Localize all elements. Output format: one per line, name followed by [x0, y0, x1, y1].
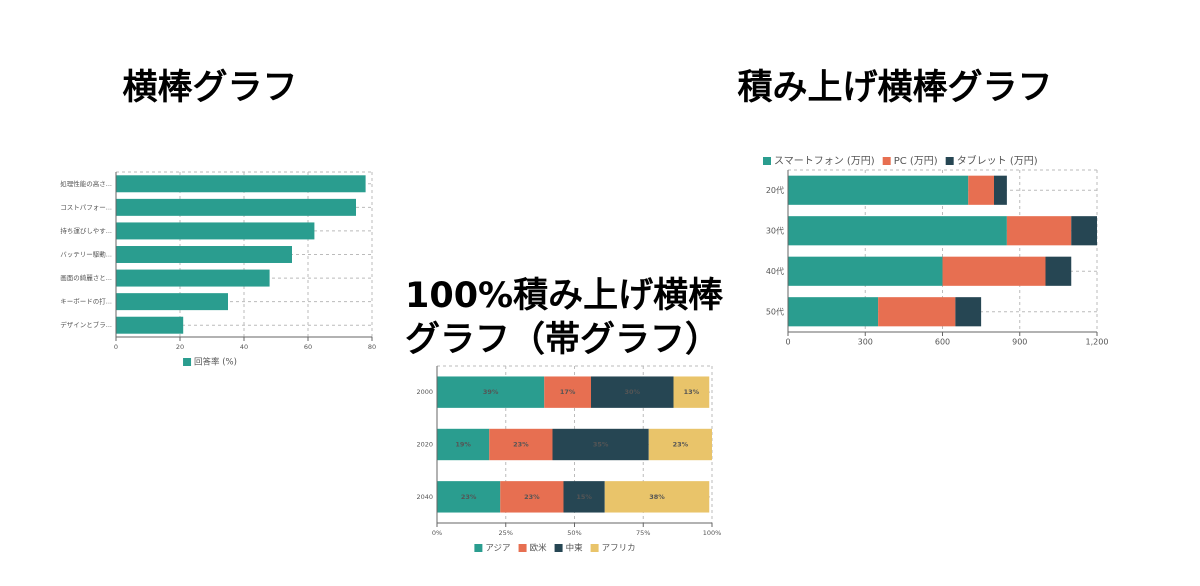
y-tick-label: キーボードの打...	[60, 297, 112, 306]
x-tick-label: 40	[240, 343, 248, 351]
value-label: 15%	[576, 493, 592, 501]
value-label: 23%	[524, 493, 540, 501]
bar	[994, 175, 1007, 205]
y-tick-label: バッテリー駆動...	[60, 250, 112, 259]
bar	[489, 428, 553, 461]
chart-title: 積み上げ横棒グラフ	[737, 68, 1053, 108]
y-tick-label: 持ち運びしやす...	[60, 226, 112, 235]
legend-swatch	[882, 157, 891, 165]
bar	[955, 297, 982, 327]
bar	[116, 269, 270, 287]
y-tick-label: 2020	[416, 441, 433, 449]
bar	[116, 316, 184, 334]
bar	[437, 481, 501, 513]
value-label: 35%	[593, 441, 609, 449]
legend-swatch	[763, 157, 771, 165]
legend-swatch	[518, 544, 527, 552]
legend-swatch	[554, 544, 563, 552]
bar	[437, 428, 490, 461]
y-tick-label: 処理性能の高さ...	[60, 179, 112, 188]
value-label: 19%	[455, 441, 471, 449]
y-tick-label: 画面の綺麗さと...	[60, 273, 112, 282]
value-label: 23%	[461, 493, 477, 501]
value-label: 23%	[673, 441, 689, 449]
x-tick-label: 900	[1012, 338, 1027, 347]
bar	[116, 222, 315, 240]
bar	[648, 428, 712, 461]
bar	[1006, 216, 1072, 246]
value-label: 30%	[624, 388, 640, 396]
y-tick-label: 2000	[416, 388, 433, 396]
bar	[116, 293, 228, 311]
bar	[563, 481, 605, 513]
legend-swatch	[474, 544, 483, 552]
x-tick-label: 75%	[636, 529, 650, 537]
y-tick-label: コストパフォー...	[60, 203, 112, 211]
legend-label: 中東	[566, 543, 584, 554]
legend-label: タブレット (万円)	[957, 154, 1038, 167]
chart-title: 横棒グラフ	[122, 68, 298, 108]
legend-label: アジア	[485, 544, 510, 554]
x-tick-label: 100%	[703, 529, 722, 537]
bar	[544, 376, 591, 408]
bar	[788, 256, 943, 286]
x-tick-label: 300	[858, 338, 873, 347]
legend-label: PC (万円)	[894, 156, 938, 167]
y-tick-label: 20代	[766, 185, 784, 195]
bar	[116, 198, 356, 216]
x-tick-label: 0	[785, 338, 790, 347]
chart-title: 100%積み上げ横棒グラフ（帯グラフ）	[405, 276, 724, 360]
bar	[604, 481, 710, 513]
x-tick-label: 20	[176, 343, 184, 351]
x-tick-label: 0%	[432, 529, 442, 537]
bar	[1045, 256, 1072, 286]
y-tick-label: 40代	[766, 266, 784, 276]
legend-label: アフリカ	[602, 544, 636, 554]
y-tick-label: デザインとブラ...	[60, 320, 112, 329]
y-tick-label: 30代	[766, 225, 784, 235]
legend-swatch	[183, 358, 192, 366]
bar	[788, 175, 969, 205]
x-tick-label: 0	[114, 343, 118, 351]
legend-label: 欧米	[530, 543, 548, 554]
y-tick-label: 2040	[416, 493, 433, 501]
x-tick-label: 600	[935, 338, 950, 347]
x-tick-label: 1,200	[1086, 338, 1109, 347]
bar	[788, 216, 1007, 246]
bar	[1071, 216, 1097, 246]
legend-label: 回答率 (%)	[194, 357, 237, 368]
bar	[116, 246, 292, 263]
x-tick-label: 25%	[499, 529, 513, 537]
legend-swatch	[590, 544, 599, 552]
y-tick-label: 50代	[766, 306, 784, 316]
bar	[552, 428, 649, 461]
value-label: 38%	[649, 493, 665, 501]
bar	[673, 376, 710, 408]
legend-label: スマートフォン (万円)	[774, 156, 875, 167]
x-tick-label: 50%	[567, 529, 581, 537]
bar	[878, 297, 956, 327]
bar	[788, 297, 879, 327]
bar	[942, 256, 1046, 286]
bar	[968, 175, 994, 205]
value-label: 17%	[560, 388, 576, 396]
legend-swatch	[945, 157, 954, 165]
bar	[116, 175, 366, 193]
value-label: 13%	[684, 388, 700, 396]
x-tick-label: 60	[304, 343, 312, 351]
value-label: 39%	[483, 388, 499, 396]
x-tick-label: 80	[368, 343, 376, 351]
value-label: 23%	[513, 441, 529, 449]
bar	[500, 481, 564, 513]
bar	[437, 376, 545, 408]
bar	[591, 376, 674, 408]
